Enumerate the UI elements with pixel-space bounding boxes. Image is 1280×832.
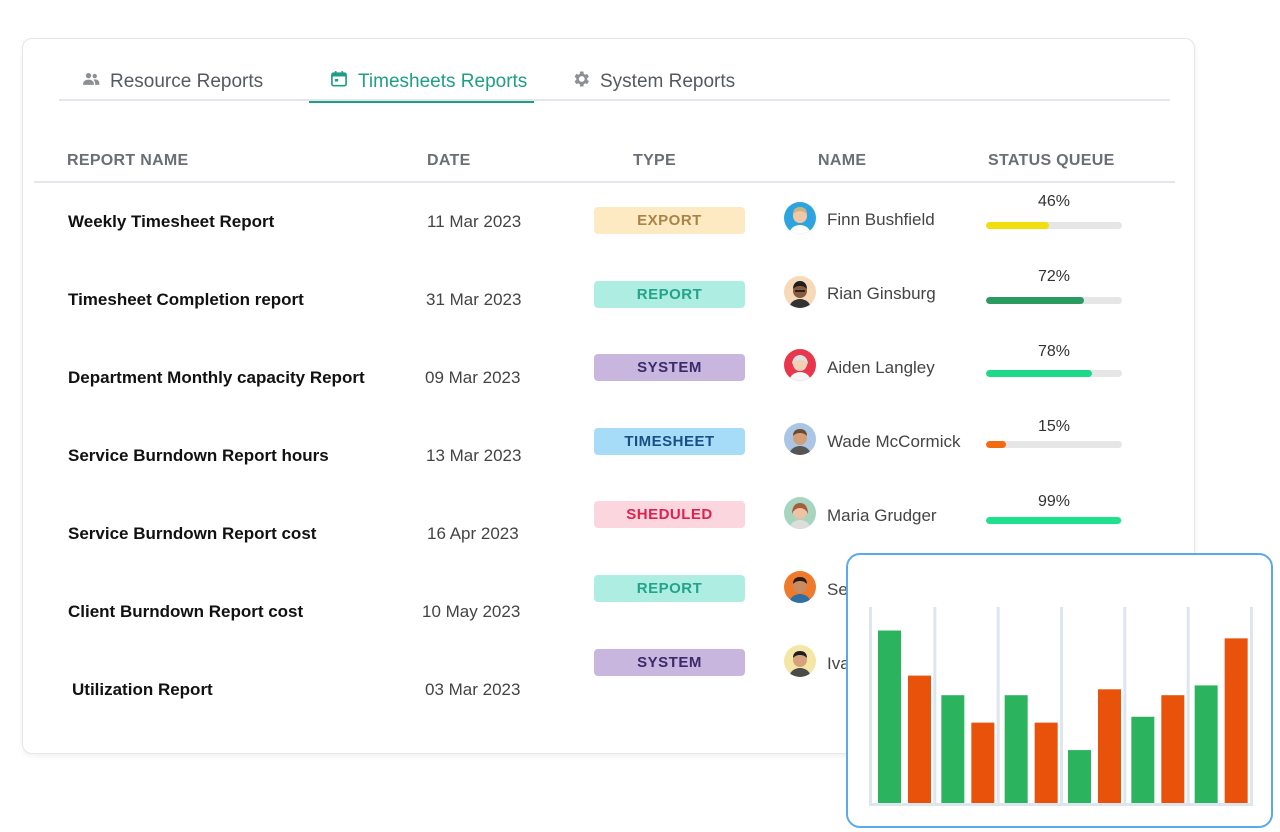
report-date: 13 Mar 2023 bbox=[426, 446, 522, 465]
status-progress-fill bbox=[986, 222, 1049, 229]
people-icon bbox=[81, 69, 101, 95]
avatar bbox=[784, 349, 816, 381]
chart-baseline bbox=[869, 803, 1253, 806]
chart-bar[interactable] bbox=[908, 675, 931, 803]
chart-gridline bbox=[933, 607, 937, 803]
chart-bar[interactable] bbox=[1194, 685, 1218, 803]
status-progress-fill bbox=[986, 370, 1093, 377]
person-name: Aiden Langley bbox=[827, 358, 935, 377]
report-name[interactable]: Service Burndown Report hours bbox=[68, 446, 329, 465]
chart-bar[interactable] bbox=[1098, 689, 1121, 803]
report-date: 16 Apr 2023 bbox=[427, 524, 519, 543]
tab-system-reports[interactable]: System Reports bbox=[571, 62, 735, 101]
chart-bar[interactable] bbox=[1131, 716, 1155, 803]
column-header-type[interactable]: TYPE bbox=[633, 152, 676, 169]
report-tabs: Resource Reports Timesheets Reports Syst… bbox=[59, 62, 1170, 103]
chart-bar[interactable] bbox=[941, 695, 965, 803]
column-header-name[interactable]: NAME bbox=[818, 152, 867, 169]
report-date: 31 Mar 2023 bbox=[426, 290, 522, 309]
person-name: Iva bbox=[827, 654, 850, 673]
tab-resource-reports[interactable]: Resource Reports bbox=[81, 62, 263, 101]
chart-gridline bbox=[869, 607, 872, 803]
report-name[interactable]: Timesheet Completion report bbox=[68, 290, 304, 309]
status-progress-bar bbox=[986, 517, 1122, 524]
status-progress-fill bbox=[986, 297, 1084, 304]
type-badge: REPORT bbox=[594, 281, 745, 308]
avatar bbox=[784, 497, 816, 529]
report-date: 11 Mar 2023 bbox=[427, 212, 522, 231]
chart-bar[interactable] bbox=[878, 630, 901, 803]
type-badge: REPORT bbox=[594, 575, 745, 602]
report-name[interactable]: Weekly Timesheet Report bbox=[68, 212, 275, 231]
status-percent: 15% bbox=[1037, 418, 1071, 435]
report-name[interactable]: Client Burndown Report cost bbox=[68, 602, 304, 621]
report-name[interactable]: Utilization Report bbox=[72, 680, 213, 699]
chart-bar[interactable] bbox=[1161, 695, 1185, 803]
status-progress-fill bbox=[986, 441, 1007, 448]
bar-chart-card bbox=[846, 553, 1273, 828]
person-name: Wade McCormick bbox=[827, 432, 961, 451]
calendar-icon bbox=[329, 69, 349, 95]
chart-gridline bbox=[1060, 607, 1063, 803]
status-progress-fill bbox=[986, 517, 1121, 524]
chart-bar[interactable] bbox=[971, 722, 995, 803]
tab-label: Resource Reports bbox=[110, 70, 264, 92]
status-progress-bar bbox=[986, 370, 1122, 377]
avatar bbox=[784, 571, 816, 603]
person-name: Rian Ginsburg bbox=[827, 284, 936, 303]
person-name: Finn Bushfield bbox=[827, 210, 935, 229]
person-name: Maria Grudger bbox=[827, 506, 937, 525]
status-percent: 78% bbox=[1037, 343, 1071, 360]
report-date: 09 Mar 2023 bbox=[425, 368, 521, 387]
status-progress-bar bbox=[986, 441, 1122, 448]
chart-gridline bbox=[1250, 607, 1253, 803]
chart-bar[interactable] bbox=[1004, 695, 1028, 803]
column-header-status-queue[interactable]: STATUS QUEUE bbox=[988, 152, 1115, 169]
report-date: 03 Mar 2023 bbox=[425, 680, 521, 699]
type-badge: SHEDULED bbox=[594, 501, 745, 528]
status-progress-bar bbox=[986, 222, 1122, 229]
type-badge: TIMESHEET bbox=[594, 428, 745, 455]
avatar bbox=[784, 202, 816, 234]
status-percent: 46% bbox=[1037, 193, 1071, 210]
report-name[interactable]: Service Burndown Report cost bbox=[68, 524, 317, 543]
report-name[interactable]: Department Monthly capacity Report bbox=[68, 368, 365, 387]
tab-timesheets-reports[interactable]: Timesheets Reports bbox=[309, 62, 535, 103]
avatar bbox=[784, 276, 816, 308]
avatar bbox=[784, 423, 816, 455]
column-header-date[interactable]: DATE bbox=[427, 152, 471, 169]
type-badge: SYSTEM bbox=[594, 354, 745, 381]
status-percent: 72% bbox=[1037, 268, 1071, 285]
chart-gridline bbox=[1186, 607, 1190, 803]
report-date: 10 May 2023 bbox=[422, 602, 521, 621]
chart-bar[interactable] bbox=[1034, 722, 1058, 803]
chart-bar[interactable] bbox=[1068, 750, 1091, 803]
chart-gridline bbox=[996, 607, 1000, 803]
chart-bar[interactable] bbox=[1224, 638, 1248, 803]
type-badge: SYSTEM bbox=[594, 649, 745, 676]
bar-chart bbox=[869, 607, 1253, 806]
status-progress-bar bbox=[986, 297, 1122, 304]
column-header-report-name[interactable]: REPORT NAME bbox=[67, 152, 189, 169]
header-divider bbox=[34, 181, 1175, 183]
avatar bbox=[784, 645, 816, 677]
chart-gridline bbox=[1123, 607, 1127, 803]
person-name: Se bbox=[827, 580, 848, 599]
tab-label: System Reports bbox=[600, 70, 736, 92]
tab-label: Timesheets Reports bbox=[358, 70, 528, 92]
gear-icon bbox=[571, 69, 591, 95]
type-badge: EXPORT bbox=[594, 207, 745, 234]
status-percent: 99% bbox=[1037, 493, 1071, 510]
